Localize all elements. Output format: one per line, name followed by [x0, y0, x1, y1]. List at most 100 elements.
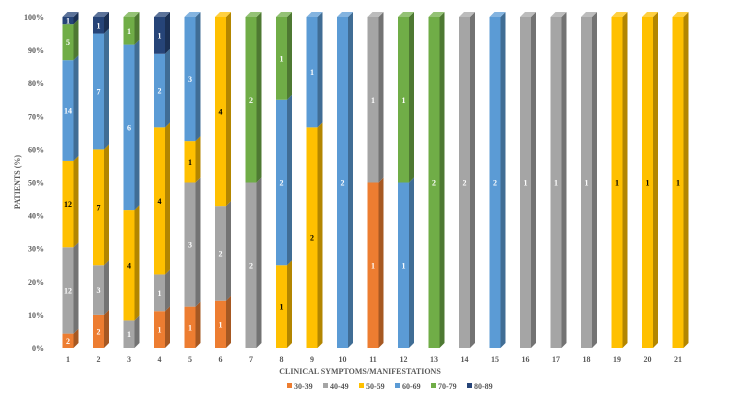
bar-segment-side: [226, 295, 231, 348]
data-label: 7: [97, 87, 101, 96]
legend-swatch: [287, 383, 292, 388]
bar-segment-side: [195, 301, 201, 348]
bar-segment: [611, 17, 623, 348]
bar-segment-side: [256, 177, 262, 348]
y-tick-label: 100%: [24, 13, 44, 22]
bar-segment: [520, 17, 531, 348]
bar-segment-side: [531, 12, 536, 348]
y-tick-label: 80%: [28, 79, 44, 88]
x-tick-label: 5: [188, 355, 192, 364]
data-label: 7: [97, 203, 101, 212]
data-label: 2: [463, 179, 467, 188]
x-axis-ticks: 1 2 3 4 5 6 7 8 9 10 11 12 13 14 15 16 17 18 19 20 21: [66, 355, 682, 364]
data-label: 6: [127, 123, 131, 132]
bar-column: 1: [520, 12, 536, 348]
data-label: 4: [127, 261, 131, 270]
bar-segment: [154, 17, 165, 54]
bar-segment: [184, 306, 196, 348]
data-label: 1: [219, 320, 223, 329]
bar-segment-side: [317, 12, 323, 128]
x-tick-label: 10: [339, 355, 347, 364]
x-tick-label: 11: [369, 355, 377, 364]
bar-top: [62, 12, 79, 17]
x-tick-label: 15: [491, 355, 499, 364]
bar-segment: [62, 247, 74, 334]
x-tick-label: 4: [158, 355, 162, 364]
bar-segment: [123, 44, 135, 211]
bar-segment-side: [134, 315, 140, 348]
bar-segment-side: [317, 122, 323, 348]
bar-top: [428, 12, 445, 17]
legend-item: 50-59: [359, 382, 385, 391]
legend-item: 70-79: [431, 382, 457, 391]
bar-top: [550, 12, 567, 17]
y-tick-label: 90%: [28, 46, 44, 55]
data-label: 1: [158, 31, 162, 40]
bar-top: [489, 12, 506, 17]
bar-column: 1 2 1: [276, 12, 292, 348]
legend-item: 80-89: [467, 382, 493, 391]
bar-segment: [398, 182, 409, 348]
bar-column: 1 1 4 2 1: [154, 12, 170, 348]
bar-column: 1 2 4: [215, 12, 231, 348]
bar-column: 2: [489, 12, 506, 348]
x-tick-label: 21: [674, 355, 682, 364]
bars: 2121214512377114611142113131242212121211…: [62, 12, 689, 348]
data-label: 2: [493, 179, 497, 188]
data-label: 5: [66, 38, 70, 47]
data-label: 1: [402, 261, 406, 270]
y-tick-label: 50%: [28, 179, 44, 188]
bar-segment: [672, 17, 684, 348]
bar-top: [642, 12, 658, 17]
bar-column: 1: [581, 12, 597, 348]
bar-segment-side: [470, 12, 475, 348]
bar-segment-side: [73, 12, 79, 25]
y-tick-label: 60%: [28, 145, 44, 154]
bar-column: 1: [550, 12, 567, 348]
bar-top: [245, 12, 262, 17]
bar-segment: [93, 17, 104, 34]
bar-segment-side: [104, 144, 109, 266]
bar-segment: [62, 160, 74, 248]
bar-segment: [428, 17, 440, 348]
bar-top: [367, 12, 384, 17]
bar-segment-side: [500, 12, 506, 348]
bar-top: [520, 12, 536, 17]
bar-segment: [276, 265, 287, 348]
x-tick-label: 7: [249, 355, 253, 364]
bar-segment: [367, 17, 379, 183]
bar-segment-side: [73, 55, 79, 161]
bar-segment-side: [104, 309, 109, 348]
bar-column: 2: [459, 12, 475, 348]
data-label: 1: [310, 68, 314, 77]
bar-segment-side: [287, 94, 292, 266]
bar-top: [154, 12, 170, 17]
data-label: 1: [646, 179, 650, 188]
y-tick-label: 40%: [28, 212, 44, 221]
bar-segment-side: [165, 122, 170, 275]
bar-segment-side: [409, 12, 414, 183]
data-label: 2: [280, 179, 284, 188]
data-label: 14: [64, 107, 72, 116]
bar-segment: [215, 300, 226, 348]
data-label: 1: [66, 17, 70, 26]
bar-column: 1 4 6 1: [123, 12, 140, 348]
bar-segment: [489, 17, 501, 348]
bar-segment-side: [592, 12, 597, 348]
bar-segment-side: [165, 269, 170, 312]
data-label: 1: [127, 27, 131, 36]
data-label: 1: [158, 326, 162, 335]
bar-column: 1 3 1 3: [184, 12, 201, 348]
bar-segment-side: [165, 306, 170, 348]
bar-column: 2: [337, 12, 353, 348]
bar-segment: [154, 53, 165, 128]
bar-column: 1: [611, 12, 628, 348]
bar-column: 2 3 7 7 1: [93, 12, 109, 348]
data-label: 3: [188, 75, 192, 84]
legend-label: 70-79: [438, 382, 457, 391]
data-label: 1: [280, 303, 284, 312]
bar-segment-side: [653, 12, 658, 348]
bar-segment: [93, 314, 104, 348]
bar-segment: [276, 99, 287, 266]
bar-top: [398, 12, 414, 17]
